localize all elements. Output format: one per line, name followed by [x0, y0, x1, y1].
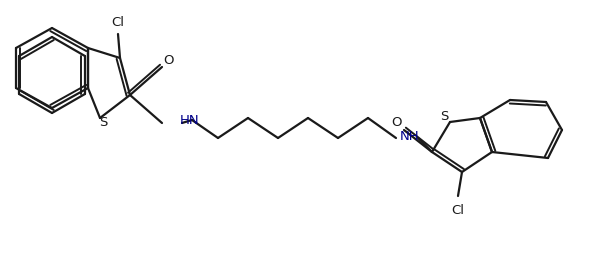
- Text: O: O: [391, 116, 401, 128]
- Text: Cl: Cl: [111, 15, 125, 28]
- Text: O: O: [163, 55, 173, 68]
- Text: HN: HN: [180, 115, 199, 128]
- Text: NH: NH: [400, 129, 420, 143]
- Text: Cl: Cl: [452, 204, 465, 217]
- Text: S: S: [440, 110, 448, 123]
- Text: S: S: [99, 116, 107, 128]
